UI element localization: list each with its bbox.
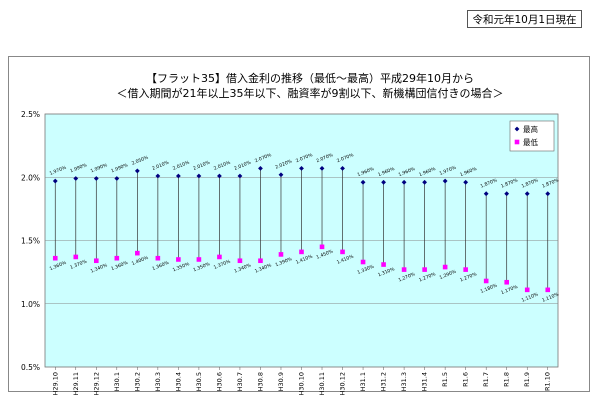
max-point <box>73 176 79 181</box>
max-point <box>442 178 448 184</box>
x-tick-label: H30.5 <box>195 372 203 391</box>
y-tick-label: 0.5% <box>21 363 40 372</box>
legend-max-marker <box>514 126 520 132</box>
min-point <box>155 255 161 261</box>
x-tick-label: H30.8 <box>256 372 264 391</box>
max-point <box>114 176 120 181</box>
max-point <box>175 173 181 179</box>
legend-max-label: 最高 <box>523 124 538 134</box>
max-point <box>381 179 386 185</box>
min-point <box>545 287 551 293</box>
min-point <box>340 249 345 255</box>
x-tick-label: R1.5 <box>441 372 449 387</box>
y-tick-label: 1.0% <box>21 300 40 309</box>
x-tick-label: R1.7 <box>482 372 490 387</box>
y-tick-label: 1.5% <box>21 237 40 246</box>
min-point <box>52 255 58 261</box>
x-tick-label: H31.3 <box>400 372 408 391</box>
min-point <box>360 259 366 265</box>
range-lines <box>54 168 549 290</box>
legend-min-label: 最低 <box>523 137 538 147</box>
chart-frame <box>8 56 590 392</box>
min-point <box>422 267 427 272</box>
min-point <box>504 279 509 285</box>
x-tick-label: H29.10 <box>51 372 59 396</box>
x-tick-label: H29.11 <box>72 372 80 396</box>
max-point <box>422 179 428 185</box>
y-tick-label: 2.5% <box>21 110 40 119</box>
x-tick-label: H30.3 <box>154 372 162 391</box>
min-point <box>196 257 202 262</box>
x-tick-label: H30.12 <box>339 372 347 396</box>
min-point <box>114 255 120 261</box>
max-point <box>524 191 530 197</box>
x-tick-label: R1.9 <box>523 372 531 387</box>
max-point <box>93 176 99 181</box>
min-point <box>237 258 243 264</box>
min-point <box>258 258 263 264</box>
data-points <box>52 165 551 293</box>
x-tick-label: R1.10 <box>544 372 552 391</box>
max-point <box>196 173 202 179</box>
max-point <box>360 179 366 185</box>
y-axis-ticks: 2.5% 2.0% 1.5% 1.0% 0.5% <box>21 110 40 372</box>
chart-title: 【フラット35】借入金利の推移（最低～最高）平成29年10月から <box>146 71 474 85</box>
min-point <box>176 257 181 262</box>
x-axis-ticks: H29.10 H29.11 H29.12 H30.1 H30.2 H30.3 H30.4 H3… <box>51 367 552 396</box>
x-tick-label: H30.4 <box>174 372 182 391</box>
min-point <box>463 267 468 272</box>
min-point <box>217 254 222 260</box>
max-point <box>52 178 58 184</box>
x-tick-label: R1.6 <box>462 372 470 387</box>
legend-box <box>509 120 555 152</box>
max-point <box>155 173 161 179</box>
min-point <box>524 287 530 293</box>
x-tick-label: H31.1 <box>359 372 367 391</box>
min-point <box>483 278 489 284</box>
max-point <box>340 165 345 171</box>
x-tick-label: H30.10 <box>298 372 306 396</box>
x-tick-label: H30.11 <box>318 372 326 396</box>
min-point <box>299 249 304 255</box>
x-tick-label: H30.9 <box>277 372 285 391</box>
x-tick-label: H31.4 <box>421 372 429 391</box>
max-point <box>237 173 243 179</box>
max-point <box>401 179 407 185</box>
x-tick-label: H31.2 <box>380 372 388 391</box>
min-point <box>73 254 79 260</box>
min-point <box>94 258 99 264</box>
max-point <box>504 191 510 197</box>
as-of-date: 令和元年10月1日現在 <box>467 10 582 28</box>
max-point <box>258 165 263 171</box>
min-point <box>442 264 448 270</box>
chart-subtitle: ＜借入期間が21年以上35年以下、融資率が9割以下、新機構団信付きの場合＞ <box>117 86 504 100</box>
max-point <box>299 165 304 171</box>
min-point <box>319 244 325 250</box>
min-point <box>278 252 284 257</box>
max-point <box>483 191 489 197</box>
min-point <box>135 250 140 256</box>
max-point <box>319 165 325 171</box>
x-tick-label: H30.1 <box>113 372 121 391</box>
x-tick-label: H30.6 <box>215 372 223 391</box>
min-point <box>381 262 386 267</box>
max-point <box>134 168 140 174</box>
x-tick-label: H29.12 <box>92 372 100 396</box>
max-point <box>545 191 551 197</box>
legend-min-marker <box>514 139 520 145</box>
max-point <box>217 173 222 179</box>
y-tick-label: 2.0% <box>21 173 40 182</box>
max-point <box>278 172 284 178</box>
max-point <box>463 179 469 185</box>
x-tick-label: H30.2 <box>133 372 141 391</box>
min-point <box>401 267 407 272</box>
x-tick-label: R1.8 <box>503 372 511 387</box>
x-tick-label: H30.7 <box>236 372 244 391</box>
